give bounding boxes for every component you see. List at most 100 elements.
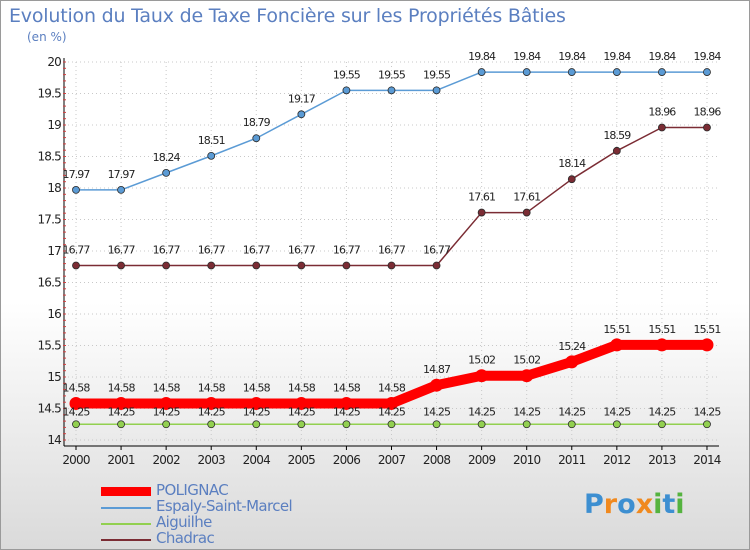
point-espaly-saint-marcel — [387, 86, 396, 95]
data-label-aiguilhe: 14.25 — [558, 405, 586, 418]
x-tick-label: 2010 — [513, 453, 541, 467]
logo-letter: P — [584, 489, 604, 520]
point-polignac — [475, 369, 489, 383]
point-aiguilhe — [432, 420, 441, 429]
point-aiguilhe — [703, 420, 711, 429]
data-label-espaly-saint-marcel: 19.55 — [333, 68, 361, 81]
point-espaly-saint-marcel — [297, 110, 306, 119]
data-label-espaly-saint-marcel: 18.51 — [198, 134, 225, 147]
point-chadrac — [658, 123, 666, 132]
data-label-polignac: 15.51 — [693, 323, 720, 336]
legend-swatch — [101, 507, 151, 509]
data-label-chadrac: 16.77 — [63, 243, 91, 256]
point-aiguilhe — [342, 420, 351, 429]
y-tick-label: 15.5 — [37, 339, 61, 353]
y-tick-label: 17 — [47, 244, 61, 258]
data-label-polignac: 15.02 — [468, 354, 495, 367]
x-tick-label: 2005 — [288, 453, 316, 467]
legend-swatch — [101, 539, 151, 541]
data-label-aiguilhe: 14.25 — [603, 405, 631, 418]
point-chadrac — [477, 208, 486, 217]
logo-letter: o — [617, 489, 636, 520]
y-tick-label: 14.5 — [37, 402, 61, 416]
point-aiguilhe — [297, 420, 306, 429]
point-espaly-saint-marcel — [612, 68, 621, 76]
x-tick-label: 2012 — [603, 453, 631, 467]
legend-label: Espaly-Saint-Marcel — [156, 497, 293, 515]
point-chadrac — [387, 261, 396, 270]
data-label-chadrac: 16.77 — [243, 243, 271, 256]
data-label-chadrac: 16.77 — [288, 243, 316, 256]
data-label-aiguilhe: 14.25 — [198, 405, 226, 418]
x-tick-label: 2003 — [198, 453, 226, 467]
data-label-espaly-saint-marcel: 17.97 — [108, 168, 136, 181]
data-label-aiguilhe: 14.25 — [513, 405, 541, 418]
x-tick-label: 2007 — [378, 453, 406, 467]
point-chadrac — [297, 261, 306, 270]
x-tick-label: 2001 — [107, 453, 135, 467]
x-tick-label: 2011 — [558, 453, 586, 467]
y-tick-label: 16 — [47, 307, 61, 321]
point-chadrac — [207, 261, 216, 270]
data-label-polignac: 14.58 — [198, 381, 226, 394]
point-aiguilhe — [477, 420, 486, 429]
logo-letter: x — [635, 489, 654, 520]
data-label-chadrac: 16.77 — [333, 243, 361, 256]
point-polignac — [384, 396, 398, 410]
point-espaly-saint-marcel — [703, 68, 711, 76]
y-tick-label: 15 — [47, 370, 61, 384]
point-espaly-saint-marcel — [567, 68, 576, 76]
y-tick-label: 18.5 — [37, 150, 61, 164]
data-label-espaly-saint-marcel: 19.17 — [288, 92, 316, 105]
y-tick-label: 17.5 — [37, 213, 61, 227]
data-label-polignac: 14.58 — [63, 381, 91, 394]
data-label-aiguilhe: 14.25 — [648, 405, 676, 418]
data-label-polignac: 14.58 — [333, 381, 361, 394]
data-label-aiguilhe: 14.25 — [153, 405, 181, 418]
point-chadrac — [522, 208, 531, 217]
point-espaly-saint-marcel — [342, 86, 351, 95]
point-espaly-saint-marcel — [432, 86, 441, 95]
point-polignac — [339, 396, 353, 410]
point-polignac — [610, 338, 624, 352]
unit-label: (en %) — [27, 30, 67, 44]
point-polignac — [700, 338, 714, 352]
data-label-aiguilhe: 14.25 — [108, 405, 136, 418]
data-label-espaly-saint-marcel: 19.84 — [468, 50, 496, 63]
point-espaly-saint-marcel — [162, 168, 171, 177]
data-label-polignac: 14.58 — [108, 381, 136, 394]
data-label-polignac: 14.58 — [378, 381, 406, 394]
point-aiguilhe — [207, 420, 216, 429]
x-tick-label: 2009 — [468, 453, 496, 467]
point-polignac — [204, 396, 218, 410]
data-label-aiguilhe: 14.25 — [333, 405, 361, 418]
data-label-polignac: 14.58 — [153, 381, 181, 394]
point-espaly-saint-marcel — [72, 185, 80, 194]
point-chadrac — [432, 261, 441, 270]
y-tick-label: 20 — [47, 55, 61, 69]
x-tick-label: 2000 — [62, 453, 90, 467]
point-polignac — [114, 396, 128, 410]
data-label-espaly-saint-marcel: 19.84 — [603, 50, 631, 63]
proxiti-logo: Proxiti — [584, 489, 685, 520]
point-polignac — [159, 396, 173, 410]
point-espaly-saint-marcel — [117, 185, 125, 194]
point-polignac — [294, 396, 308, 410]
point-aiguilhe — [117, 420, 125, 429]
y-tick-label: 16.5 — [37, 276, 61, 290]
data-label-polignac: 14.87 — [423, 363, 451, 376]
data-label-chadrac: 18.59 — [603, 129, 631, 142]
data-label-polignac: 15.02 — [513, 354, 540, 367]
point-espaly-saint-marcel — [477, 68, 486, 76]
data-label-aiguilhe: 14.25 — [693, 405, 721, 418]
data-label-polignac: 14.58 — [288, 381, 316, 394]
point-aiguilhe — [162, 420, 171, 429]
legend-label: Chadrac — [156, 529, 215, 547]
data-label-aiguilhe: 14.25 — [243, 405, 271, 418]
legend-label: POLIGNAC — [156, 481, 229, 499]
x-tick-label: 2002 — [152, 453, 180, 467]
point-espaly-saint-marcel — [522, 68, 531, 76]
data-label-chadrac: 17.61 — [513, 191, 540, 204]
